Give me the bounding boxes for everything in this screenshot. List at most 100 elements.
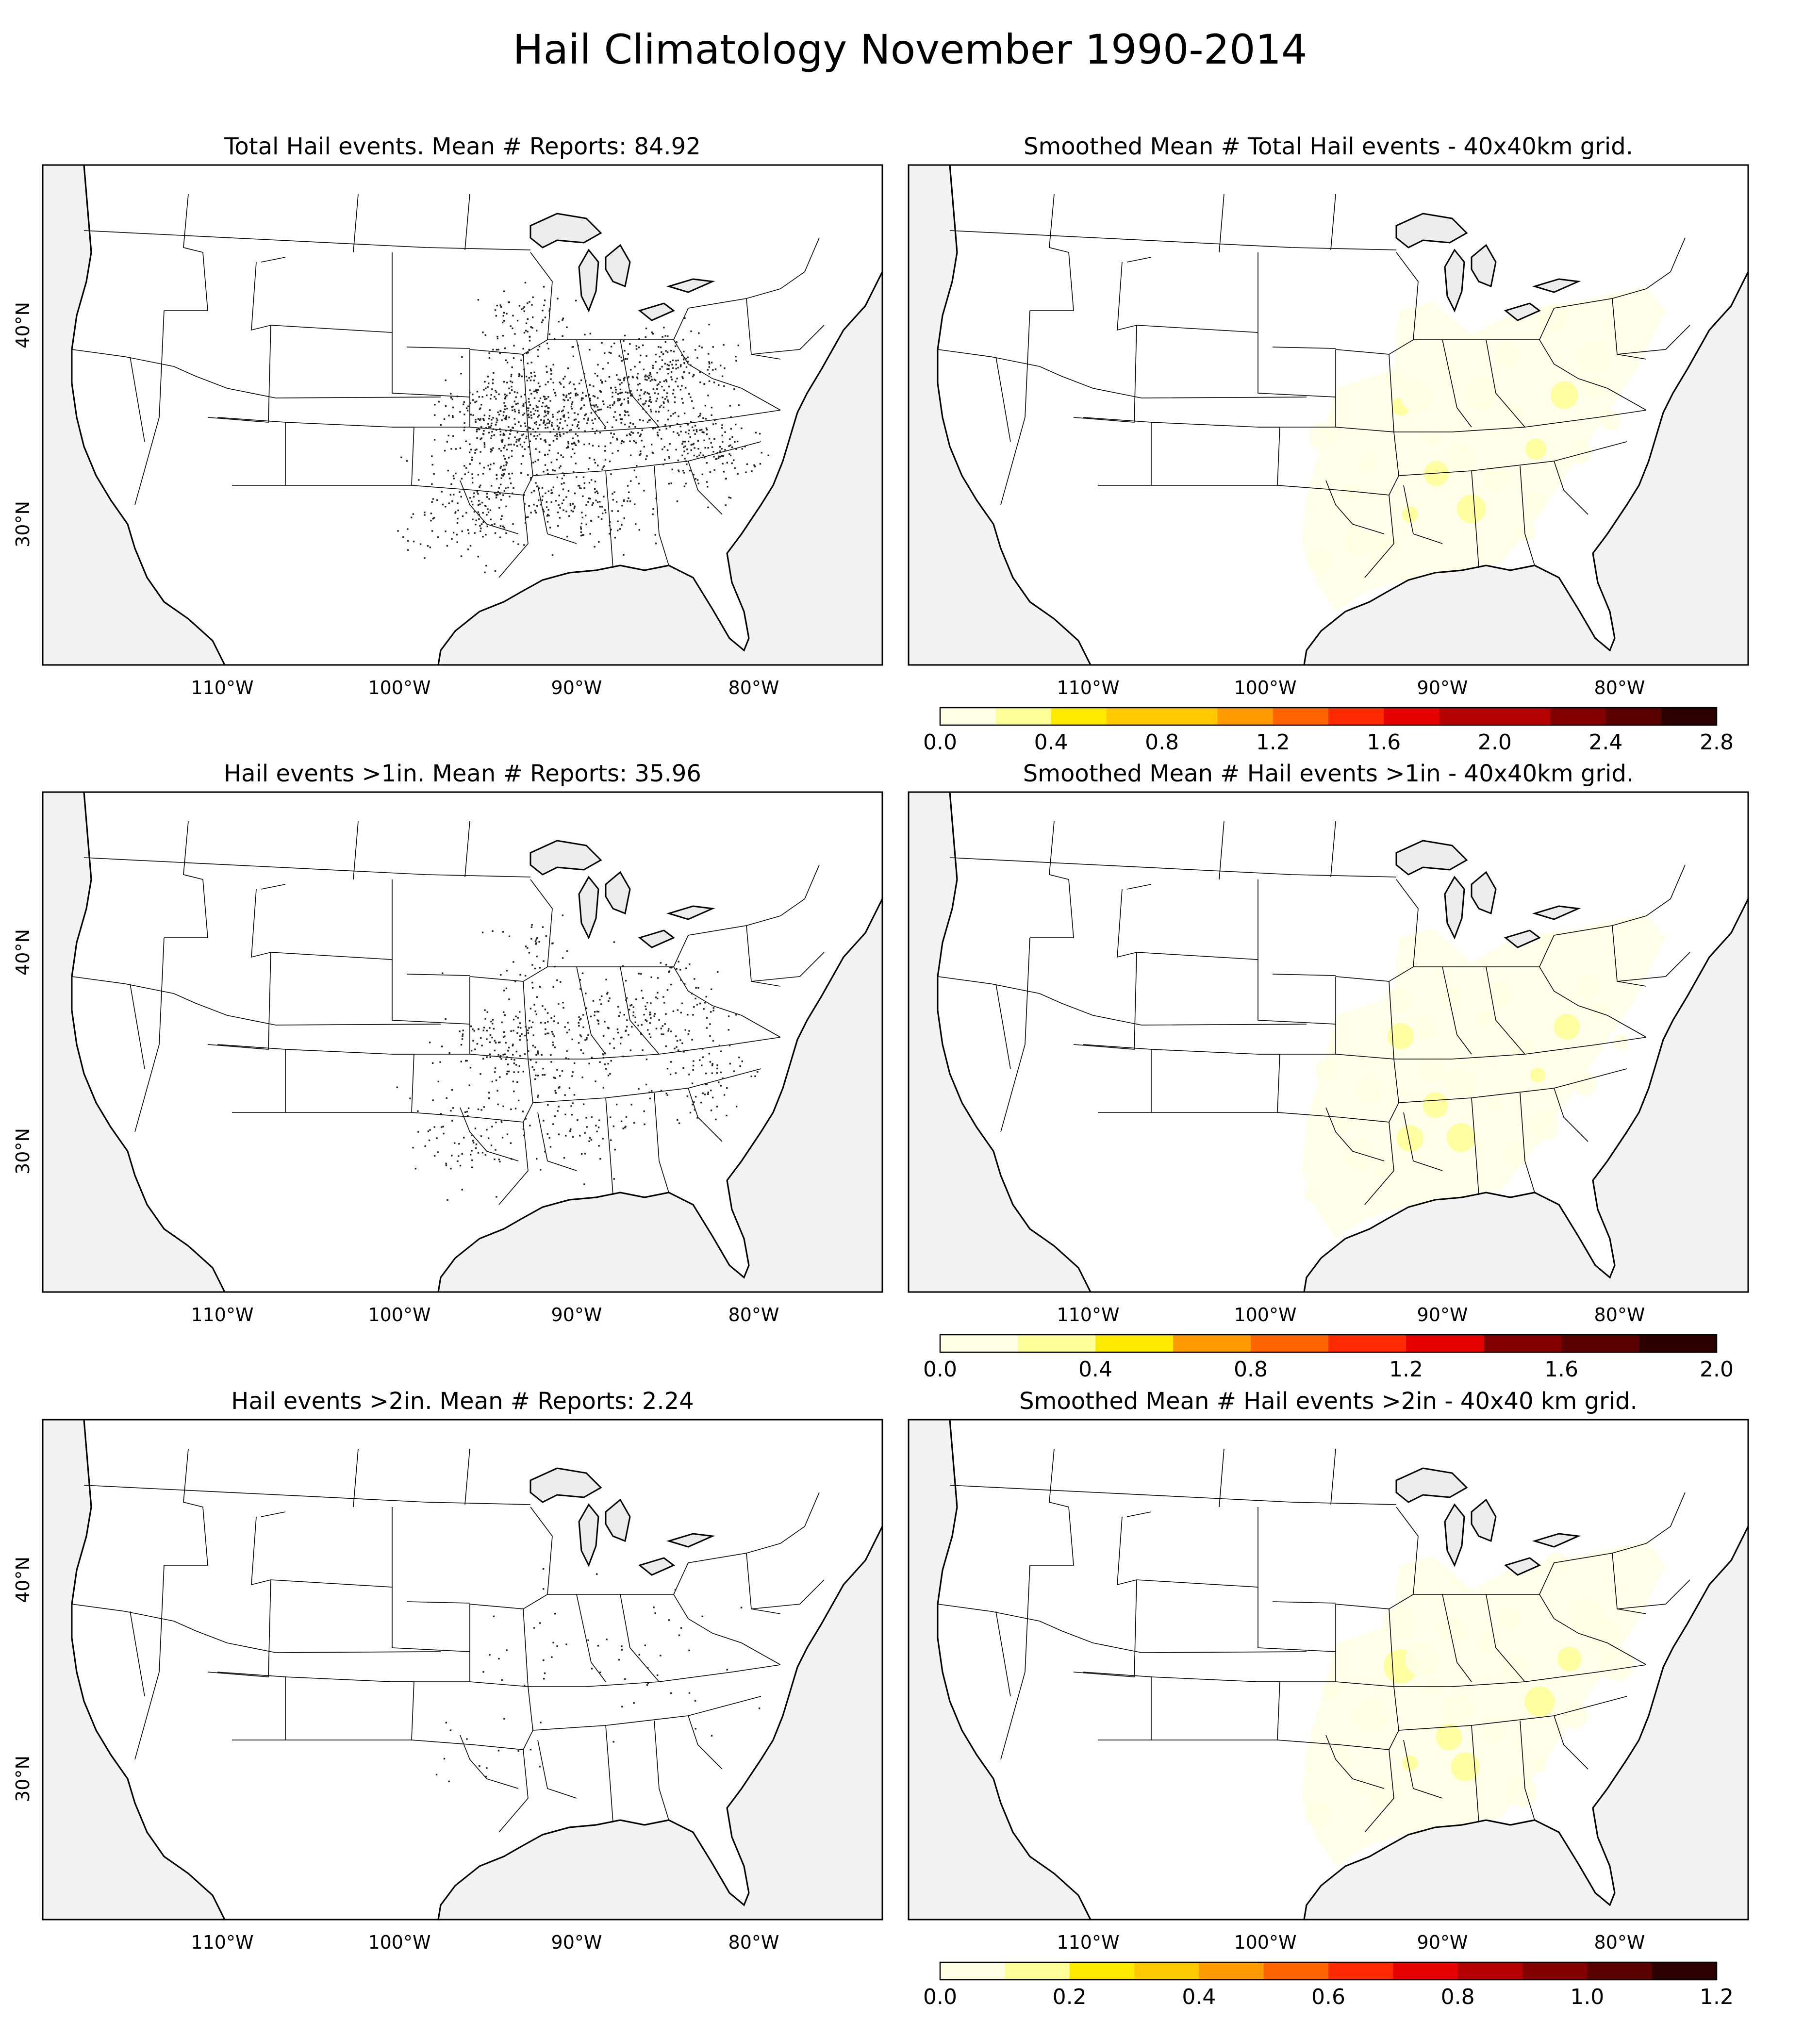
hail-report	[594, 1011, 596, 1013]
hail-report	[523, 413, 526, 414]
hail-report	[559, 507, 561, 509]
hail-report	[480, 1073, 481, 1075]
hail-report	[546, 521, 549, 523]
hail-report	[432, 1099, 434, 1101]
state-border	[1578, 1633, 1647, 1665]
hail-report	[552, 1033, 554, 1035]
hail-report	[667, 401, 669, 403]
hail-report	[585, 395, 587, 397]
hail-report	[518, 440, 520, 442]
hail-report	[693, 454, 695, 457]
hail-report	[648, 377, 650, 380]
hail-report	[693, 407, 695, 409]
hail-report	[597, 1011, 600, 1013]
hail-report	[707, 486, 709, 488]
hail-report	[510, 1108, 512, 1110]
hail-report	[583, 404, 585, 406]
lon-tick-label: 110°W	[191, 1304, 253, 1326]
lon-tick-label: 80°W	[728, 677, 779, 698]
hail-report	[467, 548, 469, 550]
hail-report	[537, 1052, 539, 1054]
hail-report	[710, 442, 712, 444]
hail-report	[474, 1127, 477, 1129]
hail-report	[589, 348, 591, 351]
hail-report	[590, 520, 593, 522]
hail-report	[551, 492, 553, 494]
hail-report	[706, 1083, 708, 1085]
hail-report	[724, 367, 726, 369]
state-border	[353, 821, 359, 880]
hail-report	[632, 1014, 634, 1017]
hail-report	[409, 1097, 411, 1099]
hail-report	[419, 543, 422, 545]
hail-report	[433, 517, 435, 519]
hail-report	[499, 304, 501, 306]
state-border	[71, 1604, 441, 1653]
hail-report	[619, 528, 621, 530]
state-border	[1539, 1543, 1647, 1595]
hail-report	[480, 523, 483, 525]
hail-report	[677, 432, 678, 434]
hail-report	[574, 506, 576, 508]
hail-report	[535, 438, 537, 440]
hail-report	[506, 1070, 509, 1073]
hail-report	[562, 472, 563, 474]
hail-report	[582, 495, 584, 497]
hail-report	[528, 446, 529, 448]
hail-report	[613, 1047, 615, 1049]
hail-report	[414, 1168, 417, 1170]
hail-report	[476, 448, 478, 450]
hail-report	[721, 447, 723, 450]
hail-report	[712, 369, 714, 371]
state-border	[1272, 974, 1336, 976]
hail-report	[495, 1149, 496, 1151]
hail-report	[721, 424, 723, 426]
hail-report	[474, 532, 476, 534]
hail-report	[492, 1023, 494, 1025]
hail-report	[559, 431, 561, 433]
hail-report	[634, 365, 636, 368]
hail-report	[537, 1094, 539, 1096]
hail-report	[558, 426, 560, 429]
smoothed-cell	[1465, 377, 1498, 410]
hail-report	[431, 501, 433, 503]
hail-report	[513, 444, 515, 446]
hail-report	[476, 491, 479, 493]
hail-report	[488, 415, 491, 417]
state-border	[1030, 1448, 1074, 1566]
hail-report	[643, 1013, 645, 1016]
hail-report	[523, 403, 525, 405]
lon-tick-label: 110°W	[1057, 1304, 1119, 1326]
hail-report	[612, 436, 614, 438]
hail-report	[621, 1706, 623, 1707]
hail-report	[615, 419, 617, 421]
hail-report	[594, 488, 596, 490]
hail-report	[495, 1079, 497, 1081]
state-border	[207, 952, 271, 1050]
state-border	[1389, 252, 1419, 355]
hail-report	[482, 521, 484, 523]
hail-report	[661, 365, 663, 368]
hail-report	[622, 1055, 624, 1058]
state-border	[1073, 1579, 1137, 1677]
hail-report	[480, 407, 481, 409]
hail-report	[451, 398, 454, 400]
hail-report	[514, 1108, 517, 1110]
hail-report	[637, 398, 640, 401]
hail-report	[649, 419, 651, 421]
hail-report	[750, 1075, 752, 1077]
hail-report	[655, 361, 657, 363]
hail-report	[557, 1022, 559, 1024]
hail-report	[644, 1123, 645, 1126]
hail-report	[583, 487, 585, 489]
hail-report	[553, 1020, 555, 1022]
state-border	[1398, 441, 1627, 476]
hail-report	[641, 429, 643, 431]
hail-report	[568, 429, 571, 431]
hail-report	[505, 505, 507, 508]
hail-report	[688, 372, 691, 374]
hail-report	[631, 393, 633, 395]
hail-report	[647, 376, 650, 379]
hail-report	[679, 389, 682, 391]
state-border	[130, 983, 145, 1069]
